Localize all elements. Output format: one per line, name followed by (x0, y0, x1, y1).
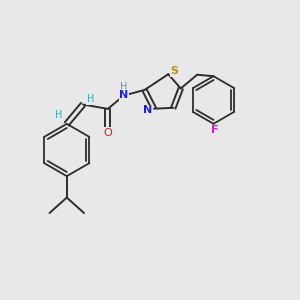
Text: H: H (55, 110, 62, 120)
Text: H: H (120, 82, 127, 92)
Text: S: S (170, 66, 178, 76)
Text: N: N (143, 105, 152, 115)
Text: N: N (119, 90, 128, 100)
Text: O: O (103, 128, 112, 138)
Text: F: F (211, 125, 219, 135)
Text: H: H (87, 94, 94, 104)
